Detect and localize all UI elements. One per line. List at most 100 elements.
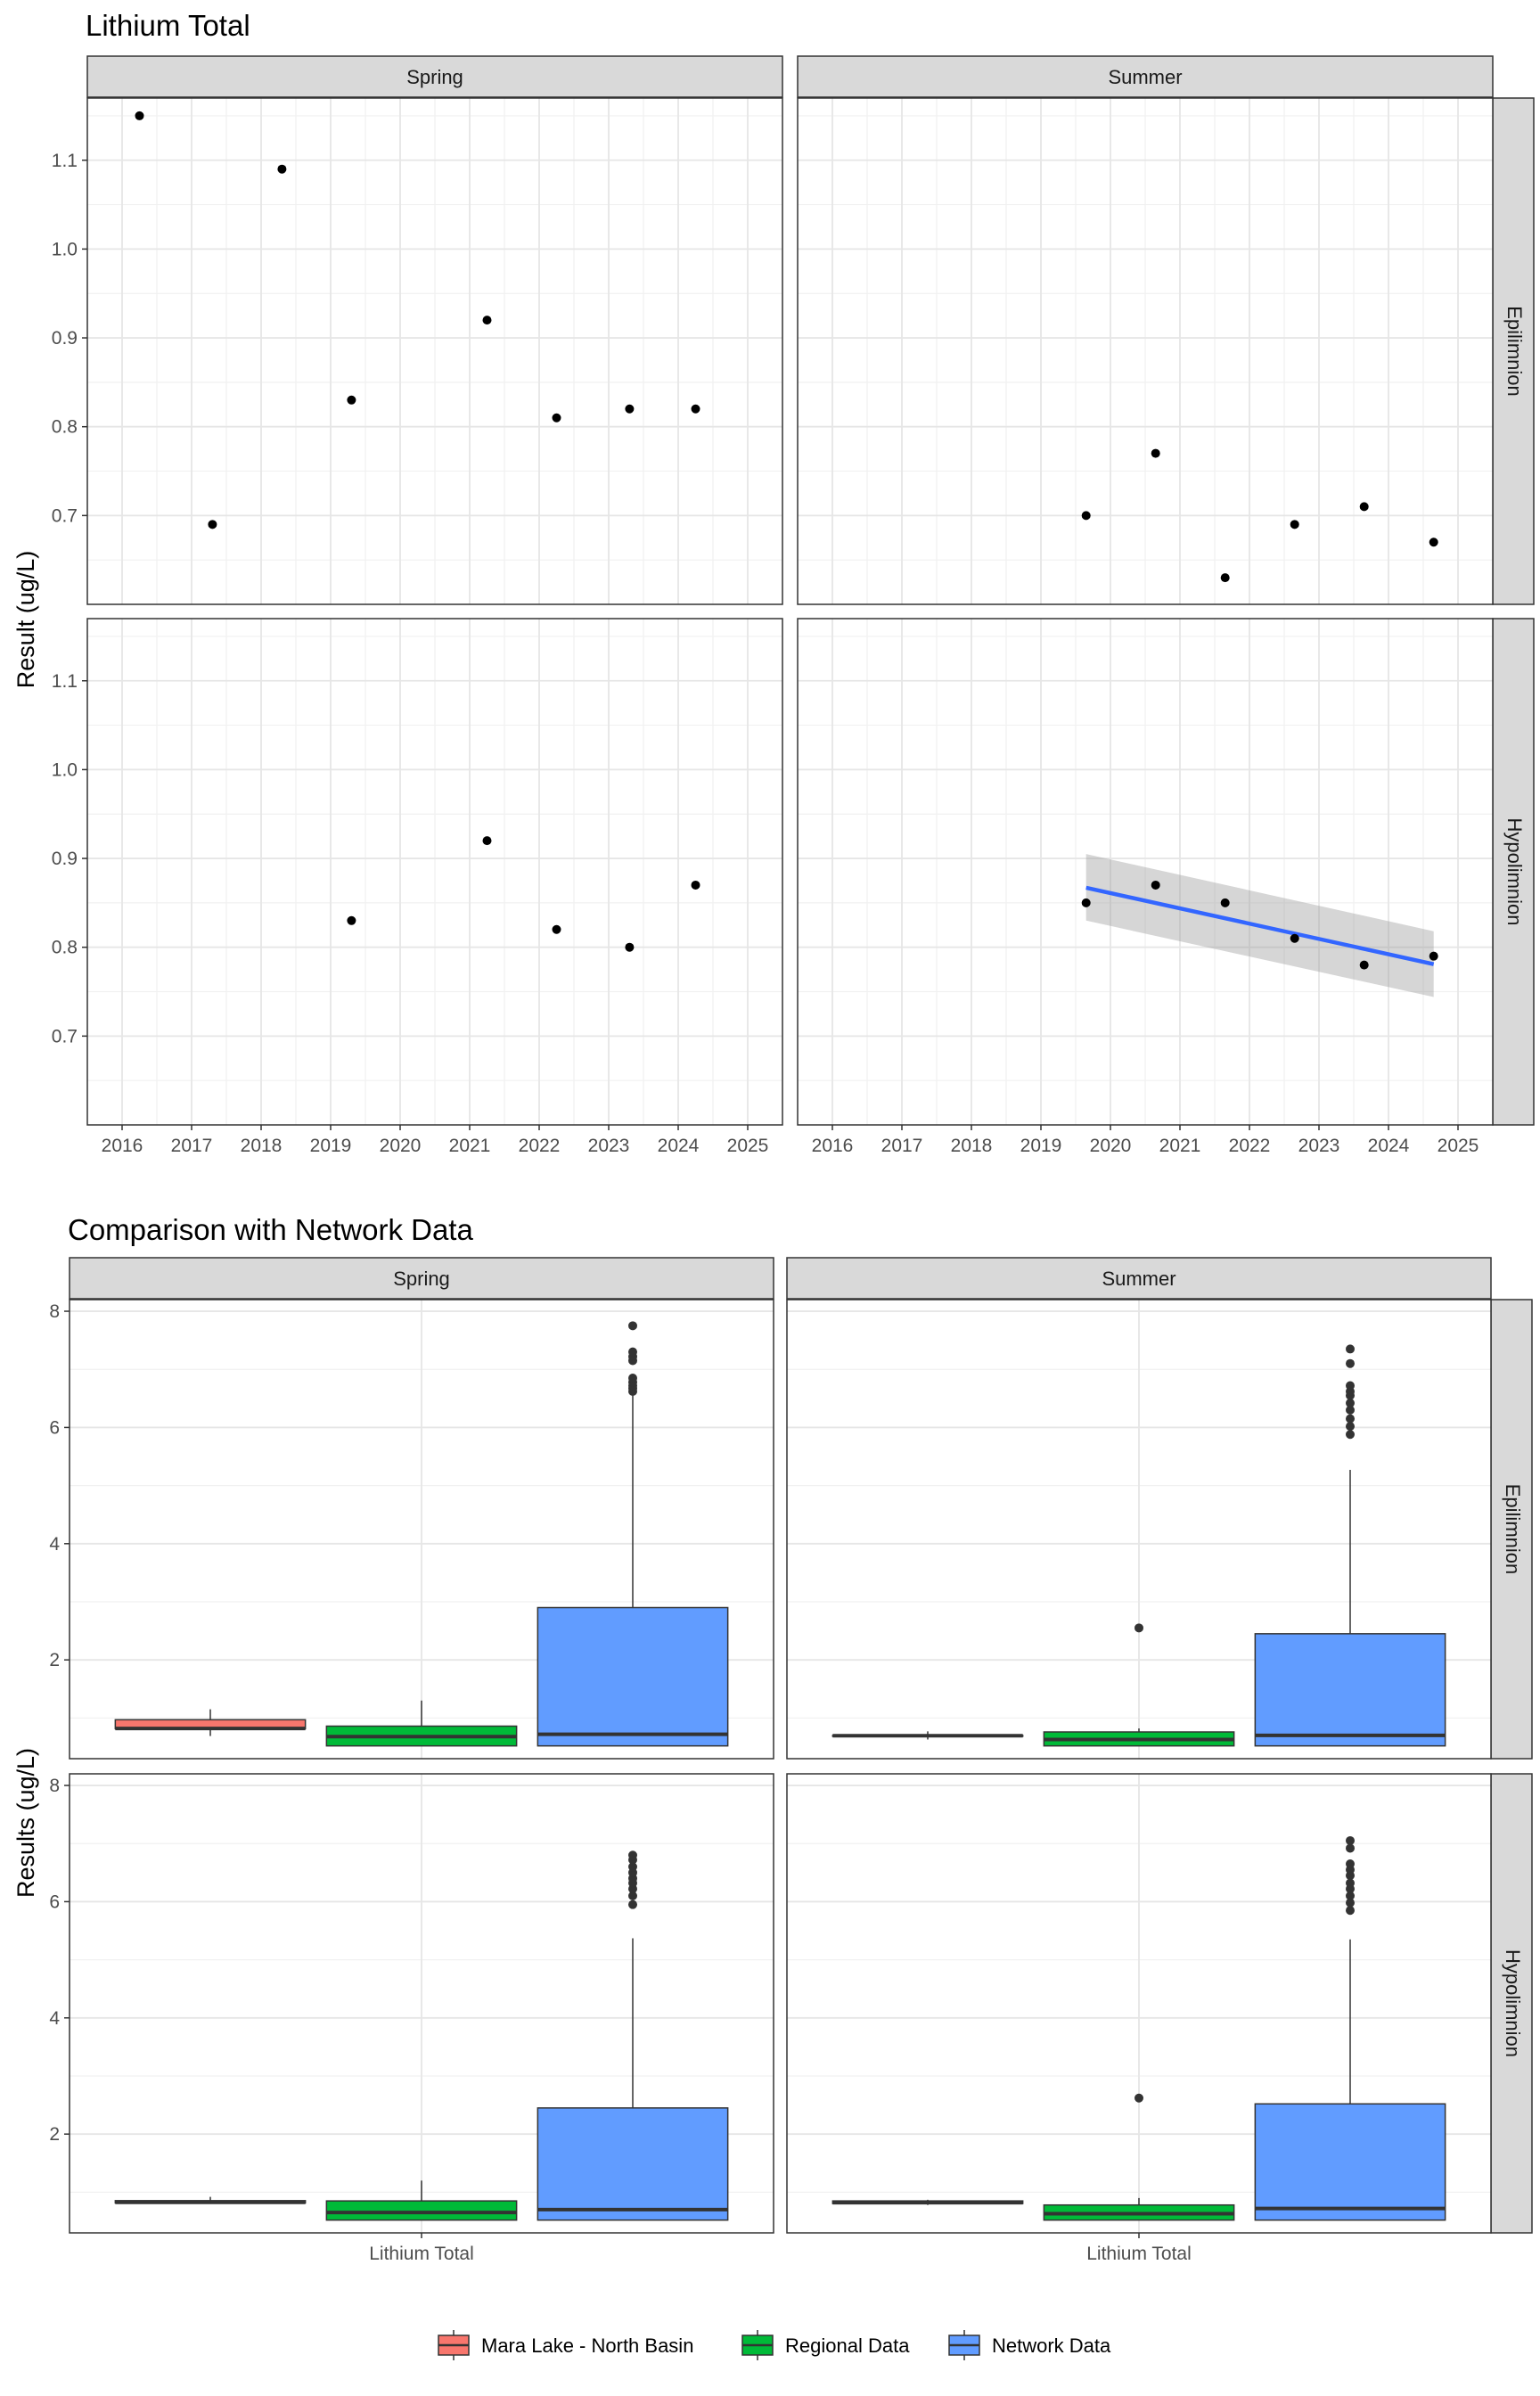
scatter-panel-summer-hypolimnion: 2016 2017 2018 2019 2020 2021 2022 2023 2024 2025 xyxy=(797,618,1494,1156)
box-outlier xyxy=(1346,1906,1355,1916)
box-outlier xyxy=(628,1850,637,1860)
x-tick-label: 2023 xyxy=(588,1136,630,1156)
x-tick-label: Lithium Total xyxy=(1086,2244,1192,2264)
y-tick-label: 2 xyxy=(49,1650,60,1670)
box-outlier xyxy=(628,1900,637,1909)
facet-strip-label: Spring xyxy=(393,1268,450,1290)
x-tick-label: 2021 xyxy=(449,1136,491,1156)
box-network-data xyxy=(1254,1344,1446,1747)
box-mara-lake-north-basin xyxy=(114,1709,307,1736)
scatter-chart-title: Lithium Total xyxy=(86,9,250,42)
x-tick-label: 2022 xyxy=(1229,1136,1271,1156)
y-tick-label: 0.7 xyxy=(52,505,78,526)
data-point xyxy=(691,404,700,414)
y-tick-label: 4 xyxy=(49,1534,60,1555)
facet-strip-label: Spring xyxy=(406,66,463,88)
facet-strip-spring xyxy=(69,1257,774,1300)
facet-strip-epilimnion xyxy=(1492,97,1535,605)
data-point xyxy=(208,520,217,529)
facet-strip-label: Epilimnion xyxy=(1503,306,1526,397)
x-tick-label: 2022 xyxy=(519,1136,561,1156)
x-tick-label: 2016 xyxy=(812,1136,854,1156)
x-tick-label: 2017 xyxy=(171,1136,213,1156)
box-outlier xyxy=(1135,2093,1143,2103)
trend-line xyxy=(1085,885,1435,966)
box-outlier xyxy=(1346,1878,1355,1888)
box-outlier xyxy=(1346,1422,1355,1432)
data-point xyxy=(1220,573,1230,583)
box-outlier xyxy=(1346,1843,1355,1853)
x-tick-label: 2021 xyxy=(1159,1136,1201,1156)
x-tick-label: 2024 xyxy=(1368,1136,1410,1156)
scatter-y-axis-title: Result (ug/L) xyxy=(12,551,39,689)
x-tick-label: 2025 xyxy=(1438,1136,1479,1156)
y-tick-label: 2 xyxy=(49,2124,60,2145)
scatter-panels: Spring SummerEpilimnionHypolimnion0.70.80… xyxy=(52,55,1535,1156)
data-point xyxy=(1290,520,1299,529)
data-point xyxy=(625,404,635,414)
data-point xyxy=(1429,537,1438,547)
y-tick-label: 6 xyxy=(49,1891,60,1912)
legend-entry-mara-lake-north-basin: Mara Lake - North Basin xyxy=(438,2330,693,2360)
y-tick-label: 6 xyxy=(49,1417,60,1438)
y-tick-label: 1.1 xyxy=(52,151,78,171)
box-mara-lake-north-basin xyxy=(831,2199,1024,2205)
y-tick-label: 1.0 xyxy=(52,239,78,259)
facet-strip-hypolimnion xyxy=(1490,1773,1533,2234)
data-point xyxy=(552,924,561,934)
box-outlier xyxy=(628,1374,637,1383)
box-regional-data xyxy=(1043,1623,1235,1747)
panel-border xyxy=(786,1299,1492,1760)
box-outlier xyxy=(1346,1835,1355,1845)
box-outlier xyxy=(1346,1414,1355,1424)
box-panel-summer-epilimnion xyxy=(786,1299,1492,1760)
data-point xyxy=(1151,448,1160,458)
y-tick-label: 0.9 xyxy=(52,328,78,349)
box-outlier xyxy=(1346,1898,1355,1908)
box-outlier xyxy=(1346,1891,1355,1900)
y-tick-label: 1.1 xyxy=(52,671,78,692)
y-tick-label: 4 xyxy=(49,2008,60,2029)
box-network-data xyxy=(537,1321,729,1747)
panel-border xyxy=(797,97,1494,605)
box-body xyxy=(325,2200,518,2221)
data-point xyxy=(1081,898,1091,907)
x-tick-label: 2025 xyxy=(727,1136,769,1156)
data-point xyxy=(552,413,561,423)
data-point xyxy=(347,395,356,405)
facet-strip-label: Hypolimnion xyxy=(1502,1949,1524,2057)
y-tick-label: 0.8 xyxy=(52,417,78,438)
box-body xyxy=(1254,2103,1446,2221)
facet-strip-label: Summer xyxy=(1108,66,1182,88)
data-point xyxy=(1359,960,1369,970)
panel-border xyxy=(797,618,1494,1126)
x-tick-label: 2019 xyxy=(310,1136,352,1156)
data-point xyxy=(1359,502,1369,512)
panel-border xyxy=(86,97,783,605)
box-network-data xyxy=(1254,1835,1446,2221)
x-tick-label: 2020 xyxy=(1090,1136,1132,1156)
box-outlier xyxy=(1346,1405,1355,1415)
box-body xyxy=(537,2107,729,2221)
scatter-panel-spring-hypolimnion: 0.7 0.8 0.9 1.0 1.1 2016 2017 2018 2019 2020 2021 2… xyxy=(52,618,783,1156)
box-outlier xyxy=(1346,1859,1355,1869)
box-outlier xyxy=(628,1891,637,1900)
x-tick-label: Lithium Total xyxy=(369,2244,474,2264)
legend-label: Mara Lake - North Basin xyxy=(481,2334,693,2357)
box-outlier xyxy=(1346,1344,1355,1354)
x-tick-label: 2018 xyxy=(951,1136,993,1156)
box-panel-spring-epilimnion: 2 4 6 8 xyxy=(49,1299,774,1760)
facet-strip-summer xyxy=(786,1257,1492,1300)
x-tick-label: 2024 xyxy=(658,1136,700,1156)
box-panels: Spring Summer Epilimnion Hypolimnion 2 4 6 8 2 4 6… xyxy=(49,1257,1533,2264)
x-tick-label: 2023 xyxy=(1298,1136,1340,1156)
y-tick-label: 0.7 xyxy=(52,1026,78,1046)
data-point xyxy=(691,880,700,890)
data-point xyxy=(625,942,635,952)
x-tick-label: 2018 xyxy=(241,1136,283,1156)
box-outlier xyxy=(628,1347,637,1357)
data-point xyxy=(482,316,492,325)
data-point xyxy=(1151,880,1160,890)
box-panel-spring-hypolimnion: 2 4 6 8 Lithium Total xyxy=(49,1773,774,2264)
